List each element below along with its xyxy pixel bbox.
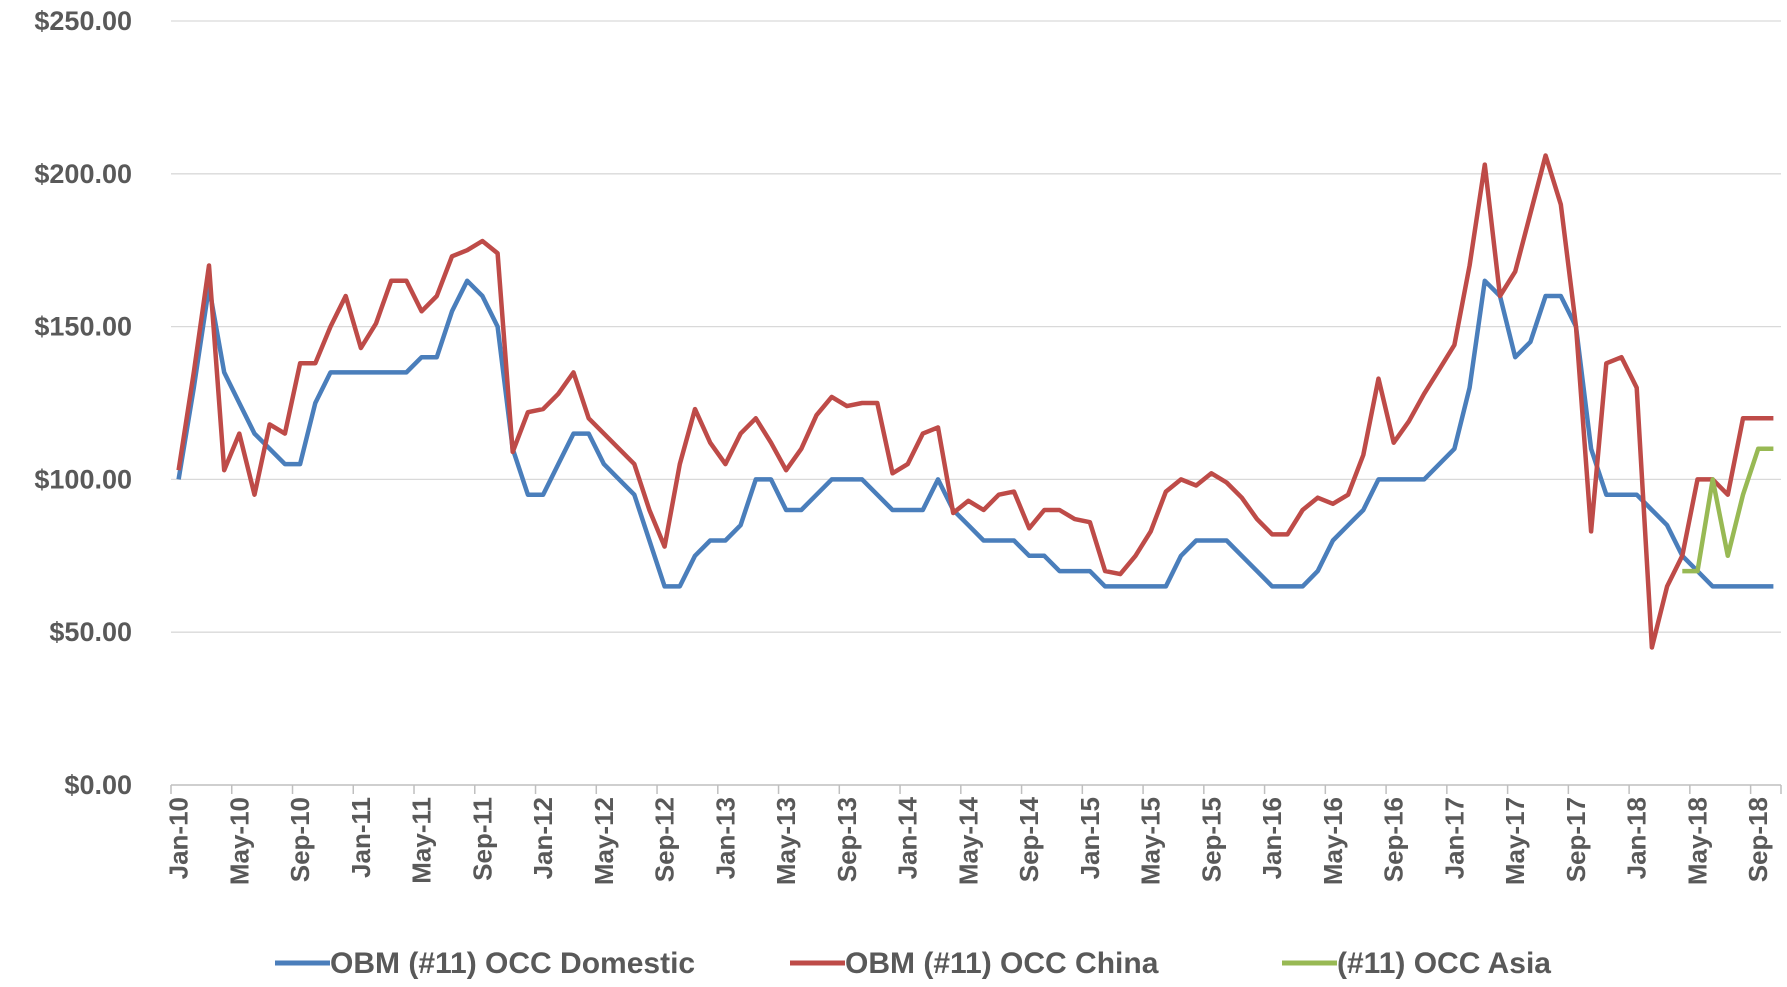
x-tick-label: Sep-12	[650, 797, 680, 882]
x-tick-label: May-15	[1136, 797, 1166, 885]
x-tick-label: Jan-11	[346, 797, 376, 878]
x-tick-label: Sep-18	[1743, 797, 1773, 882]
x-tick-label: Sep-16	[1379, 797, 1409, 882]
series-line	[176, 153, 1774, 650]
x-tick-label: May-12	[589, 797, 619, 885]
x-tick-label: Jan-18	[1622, 797, 1652, 879]
y-tick-label: $100.00	[34, 464, 132, 494]
x-tick-label: Jan-15	[1075, 797, 1105, 879]
x-tick-label: Sep-11	[467, 797, 497, 881]
x-tick-label: Sep-14	[1014, 796, 1044, 882]
x-tick-label: May-16	[1318, 797, 1348, 885]
legend-label: OBM (#11) OCC Domestic	[330, 947, 695, 980]
x-tick-label: Jan-13	[710, 797, 740, 879]
legend-label: (#11) OCC Asia	[1337, 947, 1551, 980]
x-tick-label: Jan-16	[1257, 797, 1287, 879]
x-tick-label: May-10	[224, 797, 254, 885]
x-tick-label: May-18	[1682, 797, 1712, 885]
x-tick-label: Jan-12	[528, 797, 558, 879]
x-tick-label: Jan-17	[1439, 797, 1469, 879]
x-tick-label: May-13	[771, 797, 801, 885]
y-tick-label: $250.00	[34, 6, 132, 36]
y-tick-label: $150.00	[34, 312, 132, 342]
series-line	[176, 278, 1774, 589]
series-line	[1682, 446, 1774, 574]
x-tick-label: Sep-17	[1561, 797, 1591, 882]
x-tick-label: May-11	[407, 797, 437, 884]
y-tick-label: $50.00	[49, 617, 132, 647]
x-tick-label: Jan-14	[893, 796, 923, 879]
x-tick-label: Sep-10	[285, 797, 315, 882]
x-tick-label: May-17	[1500, 797, 1530, 885]
x-tick-label: Jan-10	[164, 797, 194, 879]
x-tick-label: May-14	[953, 796, 983, 885]
x-tick-label: Sep-13	[832, 797, 862, 882]
y-tick-label: $0.00	[64, 770, 132, 800]
legend-label: OBM (#11) OCC China	[845, 947, 1159, 980]
y-tick-label: $200.00	[34, 159, 132, 189]
x-tick-label: Sep-15	[1196, 797, 1226, 882]
